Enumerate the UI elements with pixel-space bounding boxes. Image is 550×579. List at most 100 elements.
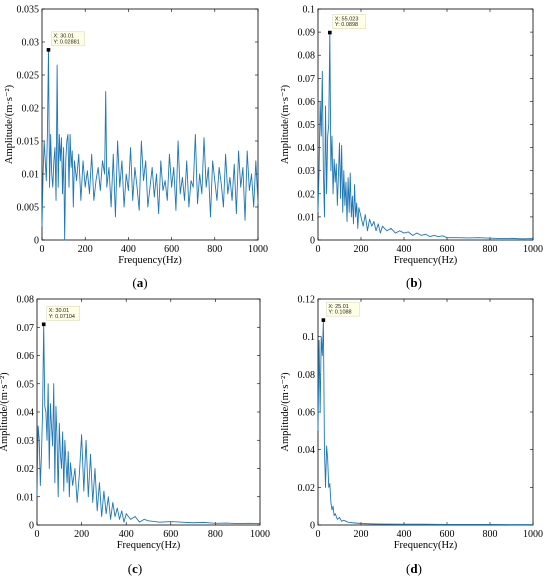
datatip-box	[332, 14, 367, 29]
caption-open: (	[128, 561, 132, 576]
x-axis-title: Frequency(Hz)	[394, 540, 458, 551]
panel-caption: (d)	[406, 561, 422, 576]
y-tick-label: 0.07	[298, 74, 316, 85]
y-tick-label: 0.08	[298, 370, 316, 381]
x-tick-label: 1000	[250, 529, 270, 540]
datatip-box	[51, 31, 85, 47]
y-tick-label: 0.08	[298, 51, 316, 62]
x-tick-label: 1000	[523, 244, 543, 255]
datatip-x-text: X: 30.01	[53, 34, 74, 40]
x-tick-label: 800	[483, 529, 498, 540]
plot-frame	[36, 298, 261, 526]
datatip-x-text: X: 55.023	[335, 16, 359, 22]
x-tick-label: 0	[35, 529, 40, 540]
y-axis-title: Amplitude/(m·s⁻²)	[0, 372, 10, 452]
y-tick-label: 0.015	[17, 137, 40, 148]
datatip-marker	[328, 30, 332, 35]
y-tick-label: 0	[34, 236, 39, 247]
y-tick-label: 0.01	[17, 492, 35, 503]
x-tick-label: 400	[119, 529, 134, 540]
y-axis-title: Amplitude/(m·s⁻²)	[4, 84, 15, 164]
y-tick-label: 0.09	[298, 28, 316, 39]
y-tick-label: 0	[29, 521, 34, 532]
x-tick-label: 400	[121, 244, 136, 255]
caption-open: (	[406, 561, 410, 576]
x-tick-label: 200	[74, 529, 89, 540]
y-tick-label: 0.1	[303, 5, 316, 16]
datatip-box	[46, 306, 80, 321]
x-tick-label: 200	[78, 244, 93, 255]
y-tick-label: 0.06	[17, 351, 35, 362]
x-tick-label: 600	[440, 244, 455, 255]
x-tick-label: 200	[354, 529, 369, 540]
plot-frame	[317, 8, 534, 241]
y-tick-label: 0.025	[17, 71, 40, 82]
datatip-box	[326, 301, 360, 317]
y-tick-label: 0	[310, 521, 315, 532]
datatip-marker	[41, 322, 46, 327]
chart-panel-a: 0 200 400 600 800 1000 0 0.005 0.01 0.015 0.02 0.02…	[4, 5, 268, 291]
datatip-y-text: Y: 0.02881	[53, 39, 79, 45]
y-axis-title: Amplitude/(m·s⁻²)	[280, 84, 291, 164]
y-tick-label: 0.06	[298, 408, 316, 419]
x-tick-label: 400	[397, 244, 412, 255]
y-tick-label: 0.03	[22, 38, 40, 49]
datatip-marker	[46, 48, 51, 52]
x-tick-label: 1000	[248, 244, 268, 255]
caption-close: )	[418, 275, 422, 290]
caption-letter: d	[410, 561, 418, 576]
caption-close: )	[143, 275, 147, 290]
y-tick-label: 0.06	[298, 97, 316, 108]
x-tick-label: 600	[164, 244, 179, 255]
y-tick-label: 0.01	[298, 212, 316, 223]
y-tick-label: 0.1	[303, 332, 316, 343]
y-tick-label: 0.01	[22, 170, 40, 181]
datatip-x-text: X: 30.01	[49, 308, 70, 314]
x-tick-label: 800	[483, 244, 498, 255]
y-tick-label: 0.04	[17, 408, 35, 419]
x-tick-label: 600	[163, 529, 178, 540]
y-tick-label: 0.05	[298, 120, 316, 131]
x-axis-title: Frequency(Hz)	[117, 540, 181, 551]
datatip-y-text: Y: 0.1088	[328, 310, 351, 316]
series-line	[317, 319, 533, 526]
panel-caption: (b)	[406, 275, 422, 290]
series-line	[317, 32, 534, 240]
x-axis-title: Frequency(Hz)	[394, 255, 458, 266]
y-tick-label: 0.035	[17, 5, 40, 16]
chart-panel-d: 0 200 400 600 800 1000 0 0.02 0.04 0.06 0.08 0.1 0.1…	[280, 295, 543, 577]
caption-open: (	[406, 275, 410, 290]
y-tick-label: 0.03	[17, 436, 35, 447]
panel-caption: (a)	[132, 275, 147, 290]
y-tick-label: 0.03	[298, 166, 316, 177]
caption-close: )	[138, 561, 142, 576]
y-tick-label: 0.005	[17, 203, 40, 214]
y-tick-label: 0.02	[22, 104, 40, 115]
datatip-marker	[321, 318, 326, 322]
caption-close: )	[418, 561, 422, 576]
y-tick-label: 0.02	[17, 464, 35, 475]
x-tick-label: 800	[207, 244, 222, 255]
plot-frame	[41, 8, 259, 241]
y-tick-label: 0	[310, 236, 315, 247]
x-tick-label: 1000	[523, 529, 543, 540]
caption-open: (	[132, 275, 136, 290]
x-tick-label: 0	[316, 529, 321, 540]
x-axis-title: Frequency(Hz)	[118, 255, 182, 266]
chart-panel-c: 0 200 400 600 800 1000 0 0.01 0.02 0.03 0.04 0.05 0.…	[0, 295, 270, 577]
y-tick-label: 0.04	[298, 445, 316, 456]
y-tick-label: 0.12	[298, 295, 316, 306]
plot-frame	[317, 298, 534, 526]
caption-letter: b	[410, 275, 417, 290]
caption-letter: a	[137, 275, 144, 290]
series-line	[36, 323, 261, 525]
y-axis-title: Amplitude/(m·s⁻²)	[280, 372, 291, 452]
panel-caption: (c)	[128, 561, 142, 576]
x-tick-label: 0	[316, 244, 321, 255]
datatip-y-text: Y: 0.07104	[49, 314, 75, 320]
y-tick-label: 0.02	[298, 189, 316, 200]
x-tick-label: 600	[440, 529, 455, 540]
datatip-x-text: X: 25.01	[328, 304, 349, 310]
y-tick-label: 0.04	[298, 143, 316, 154]
